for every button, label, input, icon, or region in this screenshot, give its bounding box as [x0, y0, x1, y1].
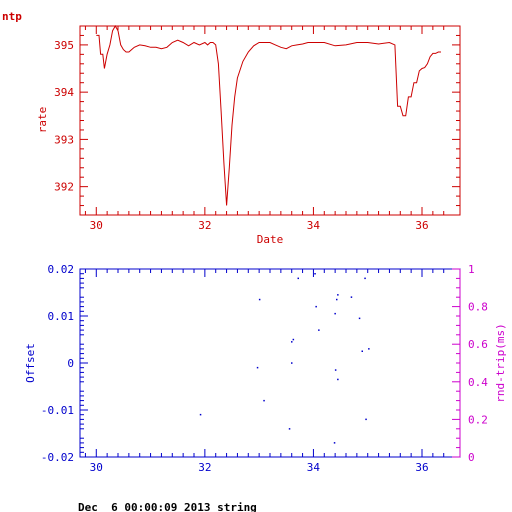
- roundtrip-y-tick-label: 0.4: [468, 376, 488, 389]
- offset-chart: 30 32 34 36 -0.02 -0.01 0 0.01 0.02 0 0.2 0.4 0.6 0.8…: [24, 263, 507, 474]
- roundtrip-y-tick-label: 0.2: [468, 413, 488, 426]
- offset-point: [336, 298, 338, 301]
- offset-y-tick-label: -0.02: [41, 451, 74, 464]
- offset-point: [288, 428, 291, 430]
- roundtrip-y-tick-label: 0.6: [468, 338, 488, 351]
- offset-point: [333, 442, 336, 444]
- rate-series: [96, 24, 441, 206]
- offset-point: [292, 338, 295, 341]
- offset-y-tick-label: -0.01: [41, 404, 74, 417]
- rate-plot-frame: [79, 25, 461, 216]
- offset-point: [358, 317, 361, 320]
- offset-series: [199, 273, 370, 444]
- roundtrip-y-tick-label: 0: [468, 451, 475, 464]
- roundtrip-y-tick-label: 1: [468, 263, 475, 276]
- offset-point: [291, 341, 293, 343]
- offset-y-tick-label: 0.01: [48, 310, 75, 323]
- offset-point: [337, 294, 339, 296]
- rate-x-tick-label: 36: [415, 219, 428, 232]
- offset-y-axis-label: Offset: [24, 343, 37, 383]
- rate-y-tick-label: 395: [54, 39, 74, 52]
- rate-x-axis-label: Date: [257, 233, 284, 246]
- offset-plot-frame: [79, 268, 461, 458]
- offset-point: [315, 305, 317, 308]
- rate-x-tick-label: 32: [198, 219, 211, 232]
- offset-y-tick-label: 0.02: [48, 263, 75, 276]
- rate-y-axis-label: rate: [36, 107, 49, 134]
- header-label: ntp: [2, 10, 22, 23]
- offset-point: [314, 273, 316, 275]
- offset-point: [297, 277, 299, 280]
- offset-point: [263, 399, 265, 402]
- roundtrip-y-tick-label: 0.8: [468, 301, 488, 314]
- offset-x-tick-label: 34: [307, 461, 321, 474]
- rate-y-tick-label: 394: [54, 86, 74, 99]
- offset-x-tick-label: 36: [415, 461, 428, 474]
- rate-axes: 30 32 34 36 392 393 394 395: [54, 26, 460, 232]
- offset-point: [199, 413, 202, 416]
- rate-x-tick-label: 30: [90, 219, 103, 232]
- offset-point: [291, 362, 293, 364]
- rate-series-line: [96, 24, 441, 206]
- offset-point: [318, 329, 320, 331]
- offset-point: [337, 378, 339, 381]
- offset-x-tick-label: 32: [198, 461, 211, 474]
- offset-point: [364, 277, 366, 280]
- roundtrip-y-axis-label: rnd-trip(ms): [494, 323, 507, 402]
- offset-point: [258, 298, 261, 301]
- offset-point: [334, 312, 336, 315]
- offset-point: [256, 366, 259, 369]
- offset-point: [361, 350, 363, 352]
- offset-x-tick-label: 30: [90, 461, 103, 474]
- offset-point: [368, 348, 370, 350]
- offset-point: [334, 369, 337, 371]
- offset-axes: 30 32 34 36 -0.02 -0.01 0 0.01 0.02 0 0.2 0.4 0.6 0.8…: [41, 263, 488, 474]
- rate-y-tick-label: 392: [54, 181, 74, 194]
- footer-timestamp: Dec 6 00:00:09 2013 string: [78, 501, 257, 512]
- rate-x-tick-label: 34: [307, 219, 321, 232]
- rate-chart: 30 32 34 36 392 393 394 395 Date rate: [36, 24, 461, 246]
- offset-y-tick-label: 0: [67, 357, 74, 370]
- offset-point: [365, 418, 367, 421]
- offset-point: [350, 296, 353, 298]
- rate-y-tick-label: 393: [54, 133, 74, 146]
